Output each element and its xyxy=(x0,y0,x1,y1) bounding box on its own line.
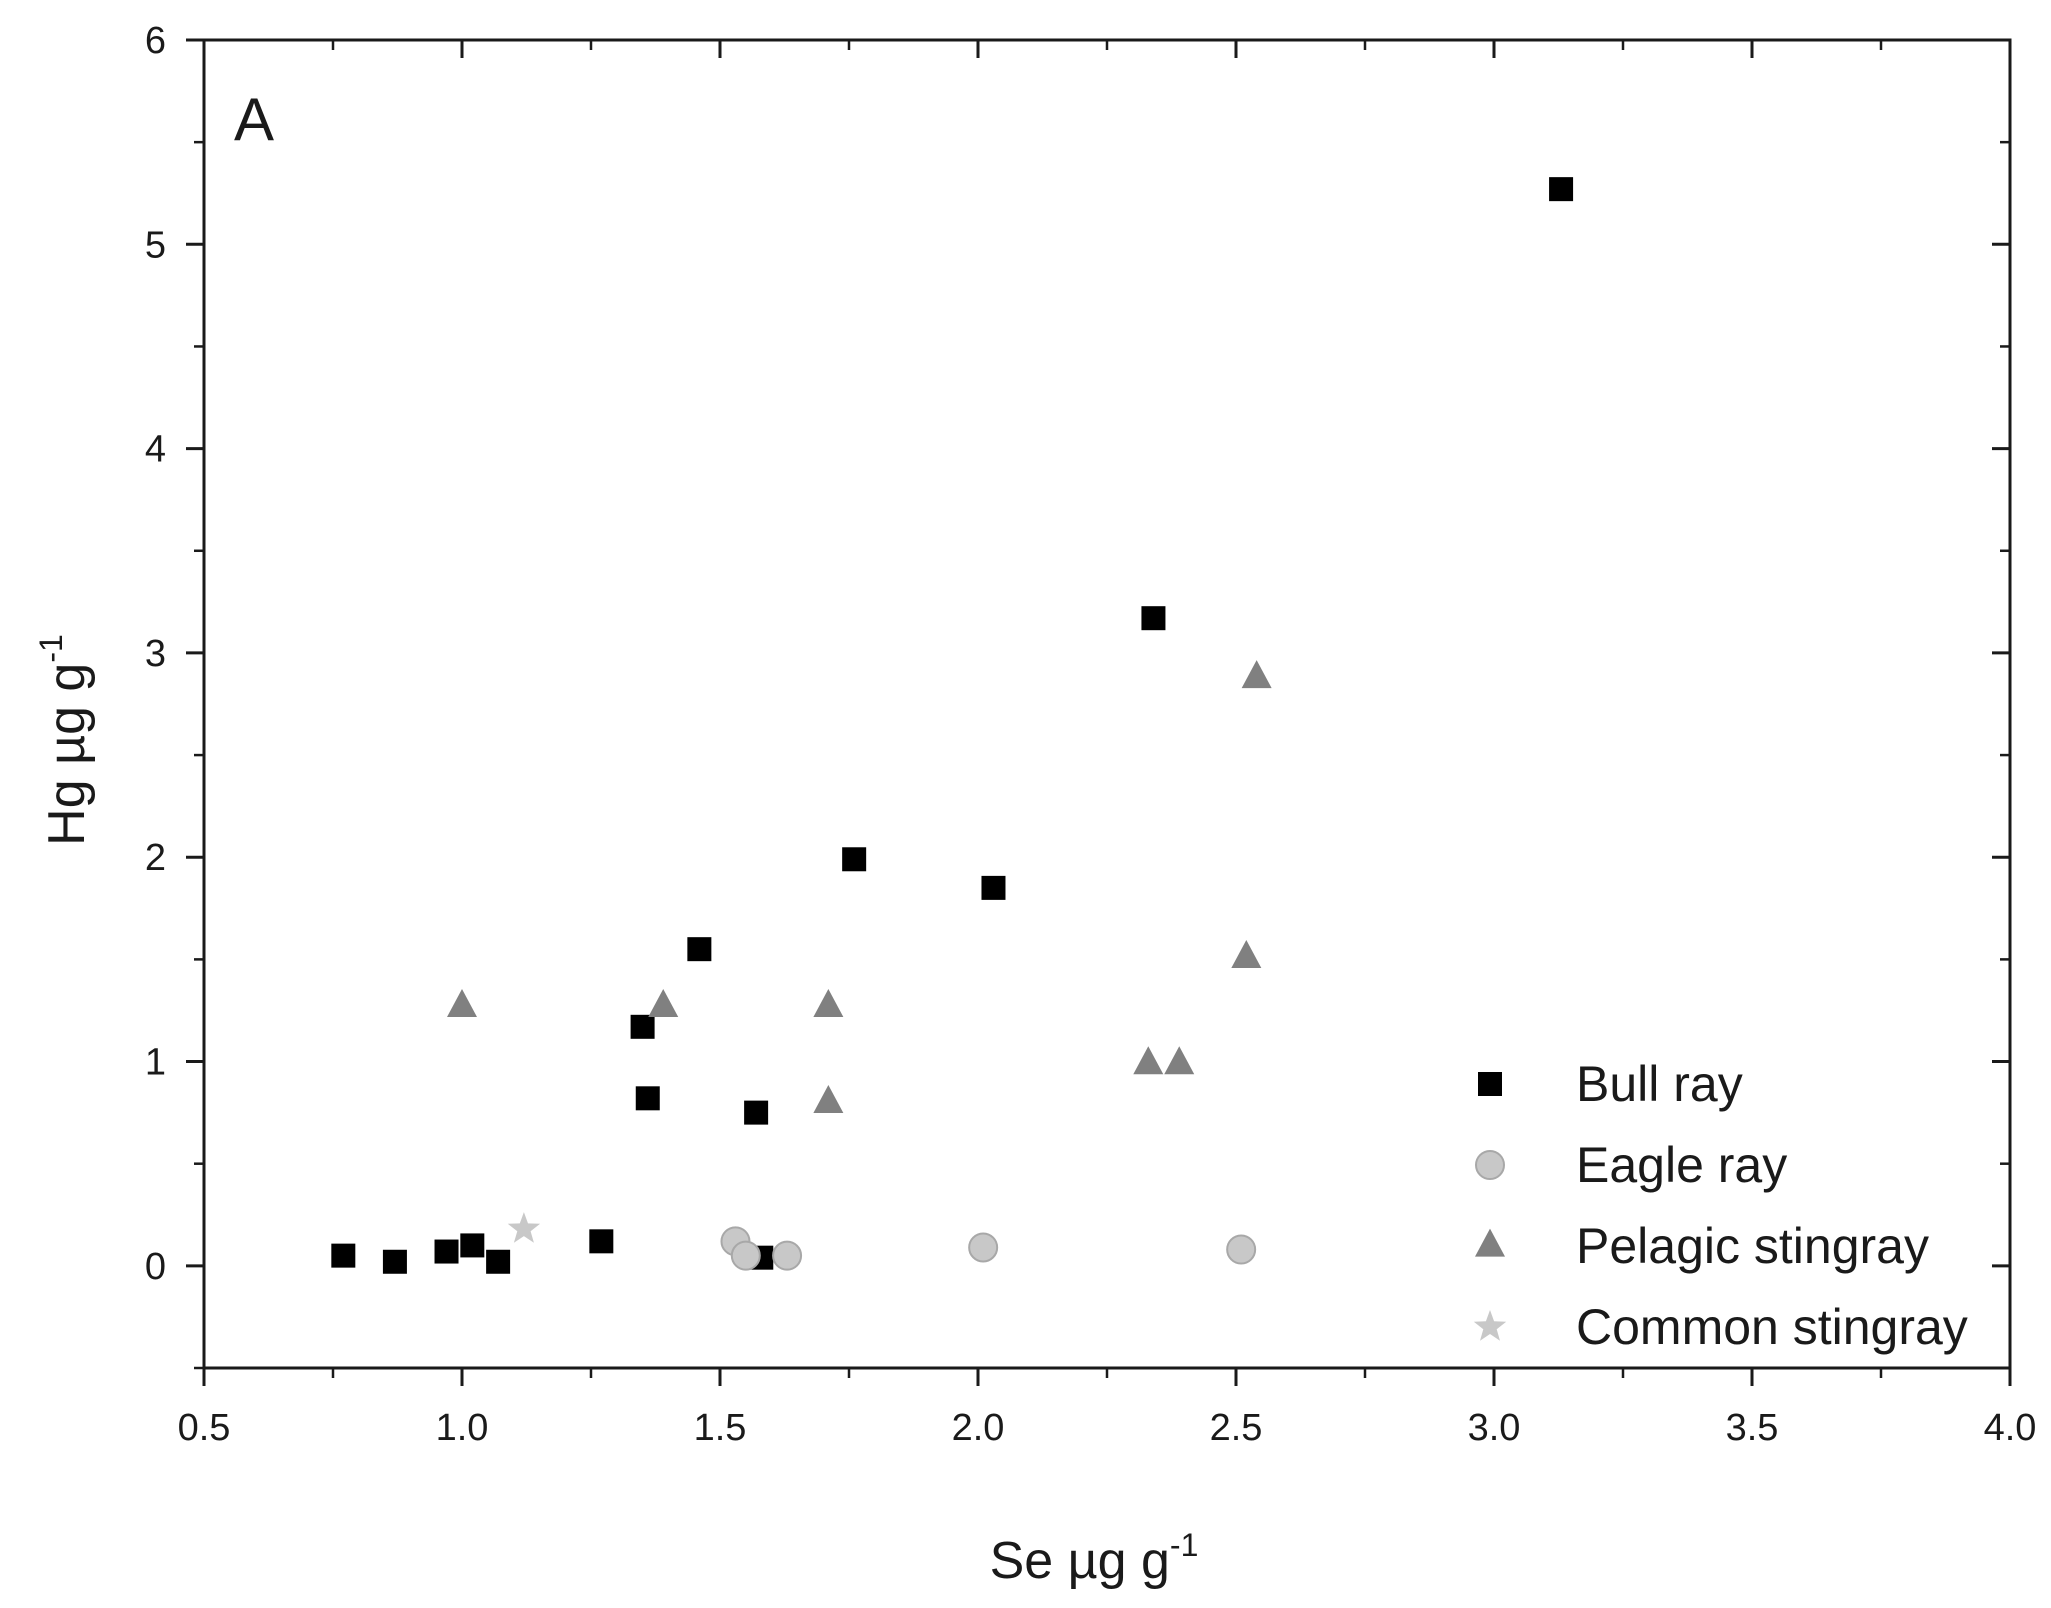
legend-label-eagle-ray: Eagle ray xyxy=(1576,1137,1787,1193)
x-tick-label: 0.5 xyxy=(178,1407,231,1449)
data-point-bull-ray xyxy=(687,937,712,962)
legend: Bull ray Eagle ray Pelagic stingray Common … xyxy=(1473,1056,1968,1355)
x-axis-title: Se µg g-1 xyxy=(990,1527,1199,1590)
y-tick-label: 1 xyxy=(145,1042,166,1084)
x-tick-label: 3.5 xyxy=(1726,1407,1779,1449)
legend-marker-pelagic-stingray xyxy=(1475,1228,1505,1257)
y-tick-label: 3 xyxy=(145,633,166,675)
data-point-pelagic-stingray xyxy=(648,989,679,1018)
x-tick-label: 1.0 xyxy=(436,1407,489,1449)
data-point-bull-ray xyxy=(744,1100,769,1125)
data-point-pelagic-stingray xyxy=(813,989,844,1018)
y-axis-title: Hg µg g-1 xyxy=(33,634,96,846)
series-bull-ray xyxy=(331,177,1574,1274)
data-points xyxy=(331,177,1574,1274)
data-point-pelagic-stingray xyxy=(1164,1046,1195,1075)
data-point-bull-ray xyxy=(842,847,867,872)
y-tick-label: 6 xyxy=(145,20,166,62)
x-tick-label: 4.0 xyxy=(1984,1407,2037,1449)
data-point-pelagic-stingray xyxy=(447,989,477,1018)
data-point-bull-ray xyxy=(981,875,1006,900)
data-point-eagle-ray xyxy=(730,1240,761,1271)
y-tick-label: 2 xyxy=(145,837,166,879)
x-tick-label: 2.0 xyxy=(952,1407,1005,1449)
legend-label-common-stingray: Common stingray xyxy=(1576,1299,1968,1355)
axes: 0.5 1.0 1.5 2.0 2.5 3.0 3.5 4.0 0 1 2 3 4 5 6 xyxy=(145,20,2037,1449)
y-axis-title-sup: -1 xyxy=(33,634,69,662)
x-tick-label: 3.0 xyxy=(1468,1407,1521,1449)
y-tick-label: 0 xyxy=(145,1246,166,1288)
x-axis-title-sup: -1 xyxy=(1170,1527,1198,1563)
panel-label: A xyxy=(234,86,274,153)
data-point-bull-ray xyxy=(1141,606,1166,631)
data-point-bull-ray xyxy=(460,1233,485,1258)
series-eagle-ray xyxy=(720,1226,1257,1271)
data-point-bull-ray xyxy=(630,1014,655,1039)
legend-marker-bull-ray xyxy=(1478,1072,1502,1096)
data-point-bull-ray xyxy=(382,1249,407,1274)
series-pelagic-stingray xyxy=(447,660,1272,1114)
data-point-eagle-ray xyxy=(968,1232,999,1263)
y-tick-label: 5 xyxy=(145,224,166,266)
y-tick-label: 4 xyxy=(145,429,166,471)
x-tick-label: 2.5 xyxy=(1210,1407,1263,1449)
legend-marker-common-stingray xyxy=(1473,1310,1507,1341)
series-common-stingray xyxy=(507,1212,541,1243)
data-point-bull-ray xyxy=(331,1243,356,1268)
data-point-bull-ray xyxy=(589,1229,614,1254)
data-point-pelagic-stingray xyxy=(1133,1046,1164,1075)
data-point-eagle-ray xyxy=(772,1240,803,1271)
data-point-bull-ray xyxy=(486,1249,511,1274)
legend-label-pelagic-stingray: Pelagic stingray xyxy=(1576,1218,1929,1274)
y-axis-title-base: Hg µg g xyxy=(38,663,96,846)
data-point-bull-ray xyxy=(635,1086,660,1111)
x-axis-title-base: Se µg g xyxy=(990,1532,1170,1590)
data-point-common-stingray xyxy=(507,1212,541,1243)
data-point-bull-ray xyxy=(1549,177,1574,202)
legend-marker-eagle-ray xyxy=(1475,1150,1505,1180)
x-tick-label: 1.5 xyxy=(694,1407,747,1449)
data-point-pelagic-stingray xyxy=(813,1085,844,1114)
data-point-pelagic-stingray xyxy=(1231,939,1262,968)
data-point-bull-ray xyxy=(434,1239,459,1264)
data-point-eagle-ray xyxy=(1226,1234,1257,1265)
data-point-pelagic-stingray xyxy=(1241,660,1272,689)
legend-label-bull-ray: Bull ray xyxy=(1576,1056,1743,1112)
